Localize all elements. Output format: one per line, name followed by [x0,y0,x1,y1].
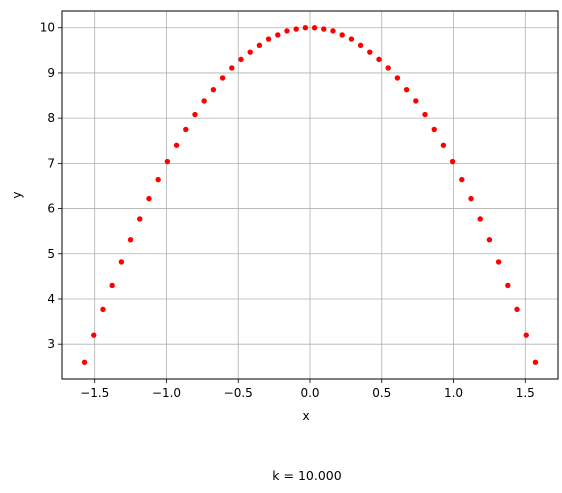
data-point [302,25,309,31]
data-point [505,282,511,289]
data-point [173,142,180,148]
data-point [357,42,364,49]
x-tick-label: 0.0 [300,386,319,400]
y-tick-label: 10 [40,21,55,35]
x-tick-label: −0.5 [224,386,253,400]
data-point [321,26,327,32]
data-point [440,142,447,148]
data-point [183,126,189,133]
x-axis-label: x [302,409,309,423]
x-axis-ticks: −1.5 −1.0 −0.5 0.0 0.5 1.0 1.5 [80,379,535,400]
data-point [210,86,217,93]
data-point [256,42,263,49]
data-point [201,98,207,104]
x-tick-label: 0.5 [372,386,391,400]
data-point [137,216,143,222]
y-tick-label: 7 [47,156,55,170]
data-point [275,32,281,38]
data-point [238,56,244,63]
data-point [422,111,428,118]
data-point [192,111,198,118]
data-point [394,75,401,81]
data-point [514,306,520,313]
data-point [348,36,355,42]
data-point [284,28,290,34]
y-tick-label: 3 [47,337,55,351]
data-point [403,86,410,93]
data-point [532,359,539,365]
x-tick-label: 1.5 [516,386,535,400]
y-axis-label: y [10,191,24,198]
data-point [311,25,318,31]
data-point [339,32,345,38]
data-point [164,158,171,165]
y-tick-label: 8 [47,111,55,125]
data-point [109,282,115,289]
data-point [486,237,493,243]
data-point [468,195,474,202]
data-point [155,176,161,183]
data-point [146,195,152,202]
x-tick-label: −1.0 [152,386,181,400]
x-tick-label: −1.5 [80,386,109,400]
data-point [523,332,529,338]
y-tick-label: 9 [47,66,55,80]
y-axis-ticks: 3 4 5 6 7 8 9 10 [40,21,62,351]
data-point [495,259,502,265]
caption: k = 10.000 [272,468,342,483]
data-point [118,259,125,265]
data-point [431,126,437,133]
data-point [265,36,272,42]
data-point [385,65,391,71]
data-point [449,158,456,165]
data-point [247,49,253,55]
x-tick-label: 1.0 [444,386,463,400]
data-point [459,176,465,183]
y-tick-label: 5 [47,247,55,261]
data-point [127,237,134,243]
data-point [413,98,419,104]
data-point [293,26,299,32]
data-point [81,359,88,365]
y-tick-label: 6 [47,202,55,216]
y-tick-label: 4 [47,292,55,306]
data-point [376,56,382,63]
data-point [477,216,483,222]
data-point [229,65,235,71]
data-point [219,75,226,81]
data-point [330,28,336,34]
grid [62,11,558,379]
data-points [81,25,539,365]
data-point [91,332,97,338]
data-point [367,49,373,55]
data-point [100,306,106,313]
